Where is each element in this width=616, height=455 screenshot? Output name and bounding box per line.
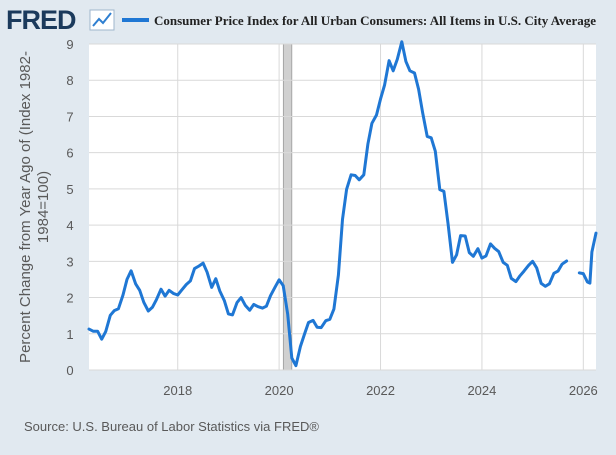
source-attribution: Source: U.S. Bureau of Labor Statistics … [24,419,319,434]
y-axis-label-line: Percent Change from Year Ago of (Index 1… [17,51,34,363]
y-tick-label: 6 [66,146,73,161]
x-tick-label: 2022 [366,383,395,398]
x-tick-label: 2018 [163,383,192,398]
line-graph-icon [89,9,115,31]
y-tick-label: 3 [66,254,73,269]
y-tick-label: 8 [66,73,73,88]
data-series [87,40,598,368]
y-tick-label: 5 [66,182,73,197]
y-tick-label: 2 [66,291,73,306]
series-line[interactable] [87,40,569,368]
x-tick-label: 2024 [467,383,496,398]
series-line[interactable] [577,231,598,285]
y-tick-label: 1 [66,327,73,342]
y-axis-label-line: 1984=100) [35,171,52,243]
y-tick-label: 0 [66,363,73,378]
plot-area [89,44,596,370]
y-tick-label: 7 [66,109,73,124]
fred-logo[interactable]: FRED [6,5,77,35]
x-tick-label: 2020 [265,383,294,398]
legend-label[interactable]: Consumer Price Index for All Urban Consu… [154,13,596,28]
y-tick-label: 4 [66,218,73,233]
y-tick-label: 9 [66,37,73,52]
y-axis-ticks: 0 1 2 3 4 5 6 7 8 9 [66,37,73,378]
x-tick-label: 2026 [569,383,598,398]
x-axis-ticks: 2018 2020 2022 2024 2026 [163,383,598,398]
y-axis-label: Percent Change from Year Ago of (Index 1… [17,51,52,363]
